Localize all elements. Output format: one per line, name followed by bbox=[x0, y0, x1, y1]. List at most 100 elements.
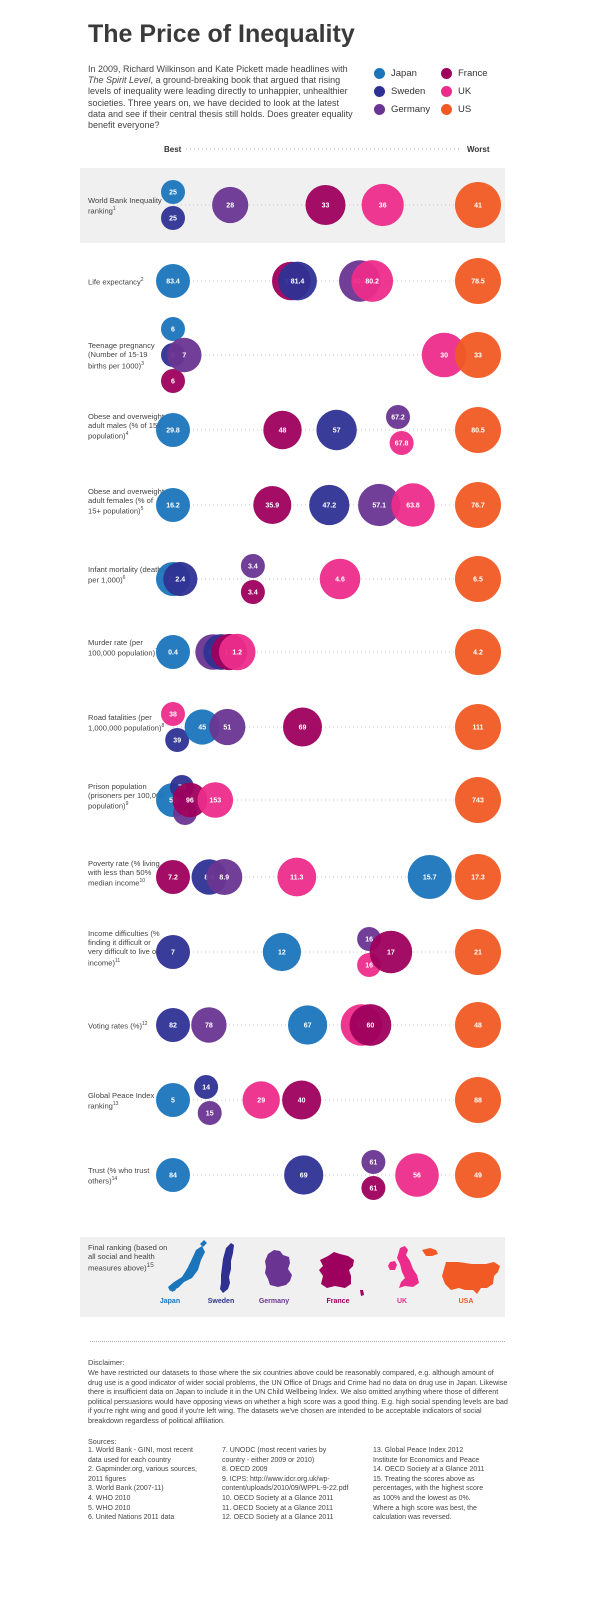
row-label-text-12: Global Peace Index ranking bbox=[88, 1090, 155, 1111]
source-line: 1. World Bank - GINI, most recent bbox=[88, 1447, 193, 1454]
section-divider bbox=[90, 1341, 505, 1342]
bubble-france-5 bbox=[240, 580, 265, 604]
legend-item-us: US bbox=[441, 102, 471, 116]
bubble-japan-4 bbox=[156, 488, 190, 522]
sources-column-1: 1. World Bank - GINI, most recent data us… bbox=[88, 1446, 197, 1523]
row-label-sup-11: 12 bbox=[142, 1021, 148, 1028]
bubble-uk-0 bbox=[361, 183, 404, 227]
bubble-label-japan-1: 83.4 bbox=[166, 279, 180, 286]
bubble-sweden-0 bbox=[161, 206, 185, 230]
bubble-label-sweden-7: 39 bbox=[173, 738, 181, 745]
row-label-sup-13: 14 bbox=[111, 1176, 118, 1182]
sweden-map-icon bbox=[220, 1243, 234, 1293]
bubble-label-sweden-3: 57 bbox=[333, 428, 341, 435]
bubble-japan-0 bbox=[161, 180, 185, 204]
row-label-sup-0: 1 bbox=[112, 206, 116, 212]
sources-column-3: 13. Global Peace Index 2012 Institute for… bbox=[373, 1446, 485, 1523]
bubble-label-japan-0: 25 bbox=[169, 190, 177, 197]
bubble-sweden-11 bbox=[156, 1008, 190, 1042]
legend-label-france: France bbox=[458, 67, 488, 79]
bubble-label-france-0: 33 bbox=[322, 203, 330, 210]
bubble-us-10 bbox=[455, 929, 501, 975]
bubble-label-france-12: 40 bbox=[298, 1098, 306, 1105]
bubble-us-2 bbox=[455, 332, 501, 378]
source-line: 2. Gapminder.org, various sources, bbox=[88, 1466, 197, 1474]
row-label-3: Obese and overweight adult males (% of 1… bbox=[88, 412, 166, 441]
bubble-label-us-6: 4.2 bbox=[473, 650, 483, 657]
disclaimer-text: We have restricted our datasets to those… bbox=[88, 1368, 508, 1425]
legend-dot-germany bbox=[374, 103, 385, 115]
row-label-1: Life expectancy2 bbox=[88, 276, 166, 287]
row-label-12: Global Peace Index ranking13 bbox=[88, 1091, 166, 1111]
row-label-8: Prison population (prisoners per 100,000… bbox=[88, 782, 166, 811]
row-label-text-9: Poverty rate (% living with less than 50… bbox=[88, 858, 160, 888]
bubble-label-us-0: 41 bbox=[474, 203, 482, 210]
bubble-label-us-7: 111 bbox=[473, 725, 484, 732]
row-label-sup-5: 6 bbox=[122, 575, 126, 582]
legend-dot-uk bbox=[441, 85, 452, 97]
bubble-label-france-11: 60 bbox=[367, 1023, 375, 1030]
bubble-uk-3 bbox=[389, 431, 414, 455]
row-label-text-8: Prison population (prisoners per 100,000… bbox=[88, 781, 165, 811]
legend-dot-france bbox=[441, 67, 452, 79]
bubble-us-12 bbox=[455, 1077, 501, 1123]
bubble-label-uk-13: 56 bbox=[413, 1173, 421, 1180]
bubble-label-germany-0: 28 bbox=[226, 203, 234, 210]
bubble-japan-10 bbox=[262, 932, 301, 972]
bubble-label-uk-4: 63.8 bbox=[406, 503, 420, 510]
legend-dot-japan bbox=[374, 67, 385, 79]
bubble-label-france-4: 35.9 bbox=[265, 503, 279, 510]
row-label-text-11: Voting rates (%) bbox=[88, 1021, 143, 1031]
bubble-france-12 bbox=[282, 1080, 322, 1120]
bubble-label-japan-13: 84 bbox=[169, 1173, 177, 1180]
row-label-sup-7: 8 bbox=[161, 723, 165, 730]
bubble-germany-3 bbox=[386, 405, 410, 429]
source-line: Where a high score was best, the bbox=[373, 1504, 477, 1512]
source-line: 4. WHO 2010 bbox=[88, 1494, 131, 1502]
bubble-label-germany-5: 3.4 bbox=[248, 564, 258, 571]
source-line: 5. WHO 2010 bbox=[88, 1504, 131, 1512]
bubble-label-us-3: 80.5 bbox=[471, 428, 485, 435]
bubble-germany-11 bbox=[191, 1007, 227, 1043]
bubble-label-uk-12: 29 bbox=[257, 1098, 265, 1105]
final-country-uk: UK bbox=[396, 1298, 408, 1305]
bubble-label-france-8: 96 bbox=[186, 798, 194, 805]
bubble-uk-7 bbox=[161, 702, 185, 726]
bubble-label-us-2: 33 bbox=[474, 353, 482, 360]
row-label-text-3: Obese and overweight adult males (% of 1… bbox=[88, 411, 164, 441]
legend-label-sweden: Sweden bbox=[391, 85, 426, 97]
final-country-japan: Japan bbox=[159, 1298, 181, 1305]
bubble-label-uk-6: 1.2 bbox=[232, 650, 242, 657]
legend-item-uk: UK bbox=[441, 84, 471, 98]
bubble-germany-0 bbox=[212, 186, 249, 224]
source-line: 11. OECD Society at a Glance 2011 bbox=[222, 1504, 334, 1512]
legend-dot-us bbox=[441, 103, 452, 115]
bubble-label-germany-13: 61 bbox=[370, 1160, 378, 1167]
bubble-us-7 bbox=[455, 704, 501, 750]
bubble-label-germany-12: 15 bbox=[206, 1111, 214, 1118]
row-label-text-4: Obese and overweight adult females (% of… bbox=[88, 486, 164, 516]
bubble-us-8 bbox=[455, 777, 501, 823]
bubble-label-uk-2: 30 bbox=[440, 353, 448, 360]
row-label-sup-9: 10 bbox=[139, 878, 146, 884]
bubble-sweden-5 bbox=[163, 561, 198, 597]
source-line: percentages, with the highest score bbox=[373, 1485, 484, 1493]
germany-map-icon bbox=[265, 1250, 292, 1287]
bubble-label-japan-3: 29.8 bbox=[166, 428, 180, 435]
bubble-label-france-13: 61 bbox=[370, 1186, 378, 1193]
bubble-japan-1 bbox=[156, 264, 190, 298]
source-line: calculation was reversed. bbox=[373, 1514, 452, 1522]
bubble-label-japan-2: 6 bbox=[171, 327, 175, 334]
bubble-label-france-5: 3.4 bbox=[248, 590, 258, 597]
bubble-uk-9 bbox=[277, 857, 317, 897]
source-line: 3. World Bank (2007-11) bbox=[88, 1485, 164, 1493]
bubble-label-sweden-0: 25 bbox=[169, 216, 177, 223]
source-line: content/uploads/2010/09/WPPL-9-22.pdf bbox=[222, 1485, 349, 1493]
bubble-label-germany-3: 67.2 bbox=[391, 415, 405, 422]
uk-map-icon bbox=[388, 1246, 419, 1288]
bubble-france-3 bbox=[263, 410, 302, 450]
bubble-sweden-13 bbox=[284, 1155, 324, 1195]
row-label-10: Income difficulties (% finding it diffic… bbox=[88, 929, 166, 967]
source-line: 2011 figures bbox=[88, 1475, 127, 1483]
